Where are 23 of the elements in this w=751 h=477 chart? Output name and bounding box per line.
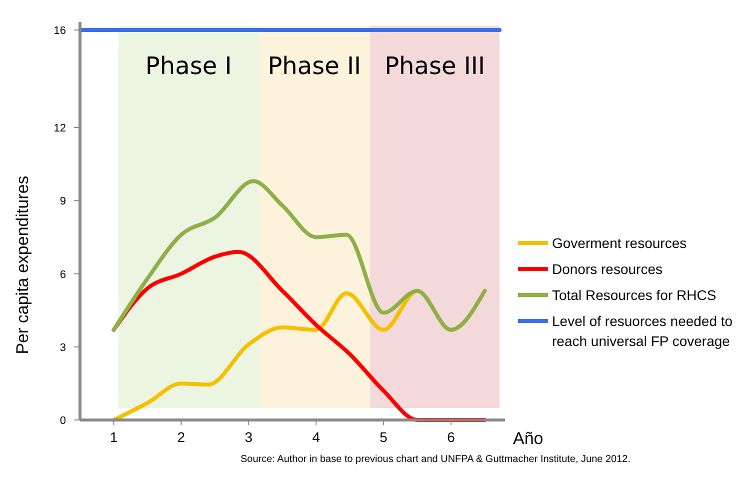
x-axis-title: Año bbox=[513, 429, 544, 448]
legend-label: Level of resuorces needed to reach universal FP coverage bbox=[552, 313, 733, 349]
y-tick-label: 16 bbox=[54, 25, 66, 37]
y-tick-label: 3 bbox=[60, 342, 66, 354]
x-tick-label: 2 bbox=[177, 429, 186, 445]
legend-label: Goverment resources bbox=[552, 235, 687, 251]
y-axis-title: Per capita expenditures bbox=[13, 176, 32, 354]
line-series bbox=[112, 179, 487, 332]
source-note: Source: Author in base to previous chart and UNFPA & Guttmacher Institute, June 2012. bbox=[240, 454, 631, 465]
band-label: Phase II bbox=[268, 52, 362, 80]
x-tick-label: 1 bbox=[110, 429, 118, 445]
y-tick-label: 12 bbox=[54, 122, 66, 134]
y-tick-label: 9 bbox=[60, 196, 66, 208]
x-tick-label: 6 bbox=[447, 429, 456, 445]
x-tick-label: 5 bbox=[380, 429, 388, 445]
band-label: Phase III bbox=[384, 52, 486, 80]
x-tick-label: 4 bbox=[312, 429, 320, 445]
y-tick-label: 6 bbox=[60, 268, 66, 281]
y-tick-label: 0 bbox=[60, 415, 66, 427]
x-tick-label: 3 bbox=[244, 429, 253, 445]
legend-label: Total Resources for RHCS bbox=[552, 287, 716, 303]
band-label: Phase I bbox=[145, 52, 232, 80]
legend-label: Donors resources bbox=[552, 261, 662, 277]
